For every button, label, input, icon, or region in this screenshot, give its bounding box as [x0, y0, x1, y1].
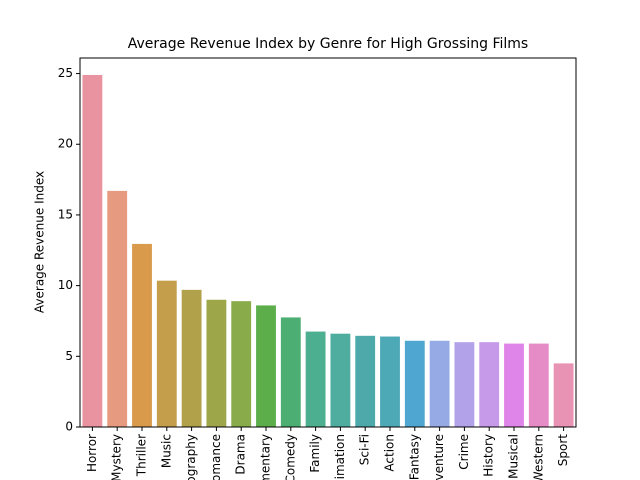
x-tick-label: Sport — [556, 434, 570, 467]
plot-frame — [79, 57, 577, 428]
y-tick-label: 15 — [58, 207, 73, 221]
y-axis-label: Average Revenue Index — [33, 171, 47, 313]
x-tick-label: Action — [383, 434, 397, 472]
bar — [132, 243, 152, 427]
bar — [479, 342, 500, 427]
bar — [380, 336, 400, 427]
x-tick-label: Horror — [85, 434, 99, 472]
y-tick-label: 20 — [58, 137, 73, 151]
bar — [181, 289, 202, 427]
x-tick-label: Biography — [184, 434, 198, 480]
bar — [355, 335, 376, 427]
bar — [429, 340, 450, 427]
x-tick-label: Family — [308, 434, 322, 473]
bar — [82, 74, 103, 427]
bar — [206, 299, 227, 427]
x-tick-label: Romance — [209, 434, 223, 480]
bar — [454, 342, 475, 427]
x-tick-label: History — [482, 434, 496, 477]
bar — [528, 343, 549, 427]
x-tick-label: Mystery — [110, 434, 124, 480]
chart-title: Average Revenue Index by Genre for High … — [128, 36, 528, 52]
y-tick-label: 10 — [58, 278, 73, 292]
bar — [231, 301, 252, 427]
bar — [256, 305, 276, 427]
y-tick-label: 5 — [65, 349, 73, 363]
x-tick-label: Animation — [333, 434, 347, 480]
x-tick-label: Drama — [234, 434, 248, 475]
x-tick-label: Comedy — [283, 434, 297, 480]
bar — [156, 280, 177, 427]
x-tick-label: Thriller — [135, 434, 149, 477]
y-tick-label: 25 — [58, 66, 73, 80]
bar — [553, 363, 574, 427]
x-tick-label: Music — [159, 434, 173, 468]
x-tick-label: Western — [531, 434, 545, 480]
bar — [280, 317, 301, 427]
x-tick-label: Crime — [457, 434, 471, 470]
x-tick-label: Documentary — [259, 434, 273, 480]
bar — [107, 190, 128, 427]
bar — [305, 331, 326, 427]
x-tick-label: Sci-Fi — [358, 434, 372, 465]
bar — [330, 333, 351, 427]
y-tick-label: 0 — [65, 420, 73, 434]
x-tick-label: Fantasy — [407, 434, 421, 480]
x-tick-label: Musical — [507, 434, 521, 479]
bar — [504, 343, 524, 427]
x-tick-label: Adventure — [432, 434, 446, 480]
bar — [404, 340, 425, 427]
